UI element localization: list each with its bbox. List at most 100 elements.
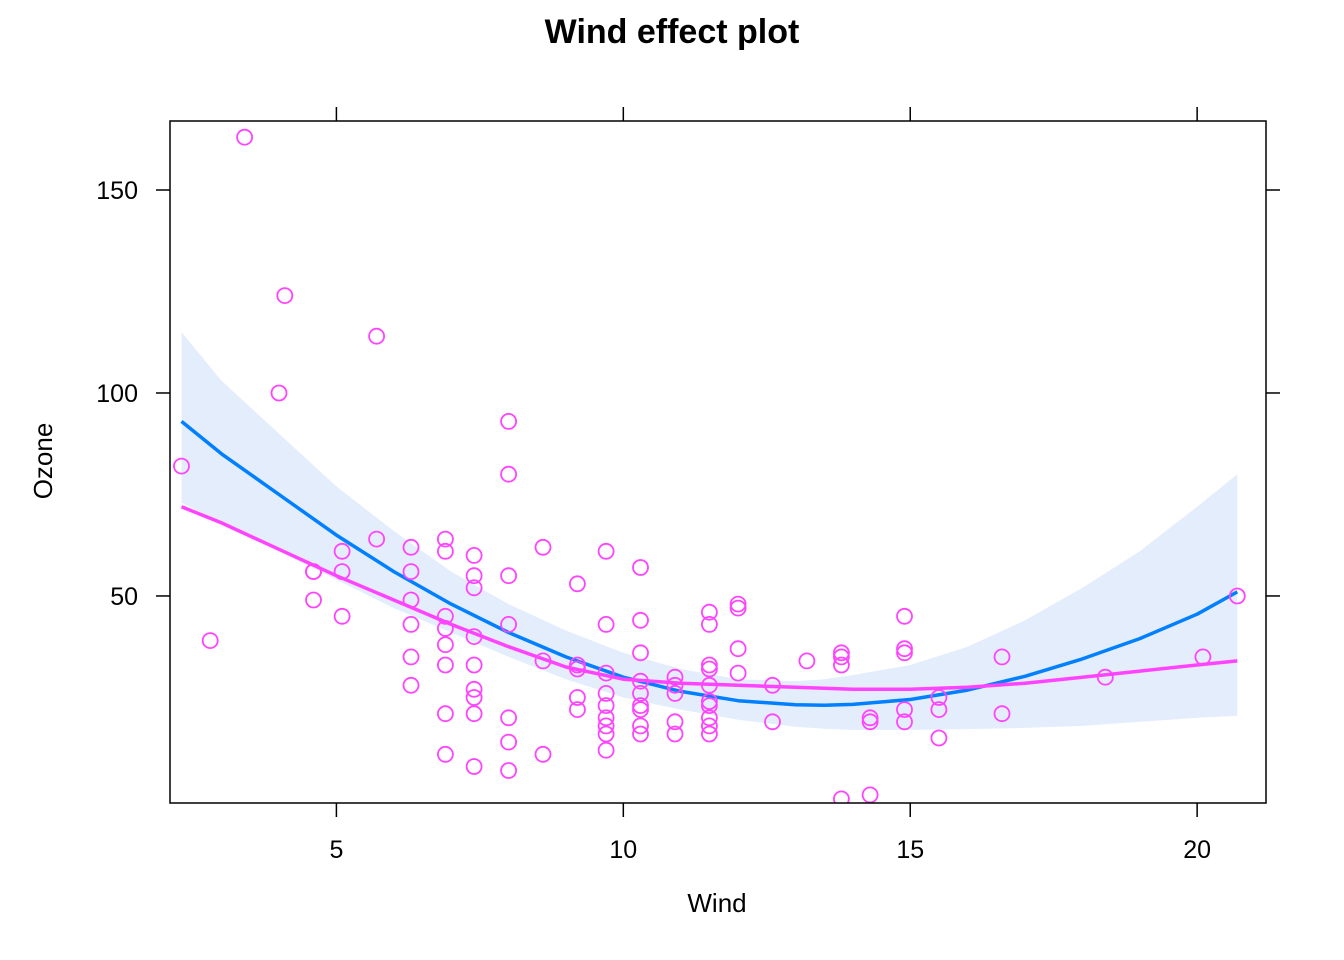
data-point: [173, 457, 190, 475]
data-point: [436, 620, 454, 637]
data-point: [729, 664, 747, 682]
data-point: [701, 725, 718, 743]
data-point: [465, 705, 483, 723]
data-point: [534, 538, 552, 556]
data-point: [569, 689, 586, 706]
data-point: [465, 689, 483, 706]
y-tick-label: 150: [96, 177, 138, 205]
data-point: [896, 701, 913, 718]
data-point: [597, 741, 615, 759]
confidence-band-layer: [181, 332, 1238, 730]
data-point: [666, 668, 684, 686]
data-point: [436, 530, 454, 548]
y-tick-label: 50: [110, 583, 138, 611]
data-point: [701, 693, 718, 710]
data-point: [666, 713, 684, 731]
data-point: [701, 709, 718, 727]
data-point: [701, 603, 718, 621]
data-point: [1194, 648, 1212, 666]
data-point: [569, 656, 586, 674]
data-point: [333, 607, 351, 625]
data-point: [402, 676, 420, 694]
data-point: [436, 705, 454, 723]
data-point: [368, 327, 386, 345]
data-point: [701, 697, 718, 714]
data-point: [333, 563, 351, 580]
data-point: [465, 656, 483, 674]
data-point: [500, 733, 518, 751]
data-point: [632, 697, 649, 714]
data-point: [833, 656, 850, 674]
data-point: [436, 636, 454, 654]
data-point: [368, 530, 386, 548]
data-point: [500, 762, 518, 779]
axis-ticks-layer: 5 10 15 20 50 100 150: [96, 107, 1280, 864]
data-point: [569, 575, 586, 593]
data-point: [402, 591, 420, 609]
data-point: [597, 697, 615, 714]
y-axis-label: Ozone: [28, 423, 58, 500]
data-point: [896, 607, 913, 625]
data-point: [861, 713, 879, 731]
data-point: [500, 567, 518, 585]
x-tick-label: 10: [609, 836, 637, 864]
data-point: [701, 656, 718, 674]
x-axis-label: Wind: [687, 888, 746, 918]
data-point: [500, 616, 518, 633]
data-point: [436, 656, 454, 674]
data-point: [465, 628, 483, 645]
points-layer: [173, 128, 1246, 803]
data-point: [436, 745, 454, 763]
data-point: [632, 717, 649, 735]
data-point: [666, 676, 684, 694]
data-point: [597, 725, 615, 743]
data-point: [666, 685, 684, 702]
data-point: [333, 542, 351, 560]
data-point: [701, 717, 718, 735]
chart-title: Wind effect plot: [545, 13, 800, 51]
data-point: [305, 591, 322, 609]
data-point: [896, 644, 913, 662]
x-tick-label: 15: [896, 836, 924, 864]
data-point: [798, 652, 816, 670]
data-point: [764, 676, 781, 694]
data-point: [500, 709, 518, 727]
data-point: [632, 672, 649, 690]
data-point: [993, 705, 1011, 723]
data-point: [276, 287, 294, 305]
data-point: [632, 685, 649, 702]
data-point: [930, 701, 948, 718]
data-point: [465, 547, 483, 564]
data-point: [632, 611, 649, 629]
data-point: [236, 128, 254, 146]
data-point: [632, 725, 649, 743]
data-point: [896, 640, 913, 658]
data-point: [632, 644, 649, 662]
data-point: [833, 790, 850, 803]
x-tick-label: 5: [329, 836, 343, 864]
plot-panel-frame: [169, 120, 1267, 804]
data-point: [764, 713, 781, 731]
data-point: [597, 685, 615, 702]
data-point: [402, 648, 420, 666]
data-point: [896, 713, 913, 731]
data-point: [534, 745, 552, 763]
data-point: [270, 384, 288, 402]
data-point: [833, 648, 850, 666]
data-point: [597, 664, 615, 682]
confidence-band: [181, 332, 1238, 730]
fit-line: [180, 420, 1239, 707]
data-point: [305, 563, 322, 580]
data-point: [436, 607, 454, 625]
data-point: [1096, 668, 1114, 686]
data-point: [465, 567, 483, 585]
data-point: [500, 412, 518, 430]
data-point: [1228, 587, 1246, 605]
data-point: [402, 616, 420, 633]
data-point: [632, 559, 649, 576]
data-point: [534, 652, 552, 670]
data-point: [500, 465, 518, 483]
data-point: [597, 709, 615, 727]
data-point: [701, 676, 718, 694]
